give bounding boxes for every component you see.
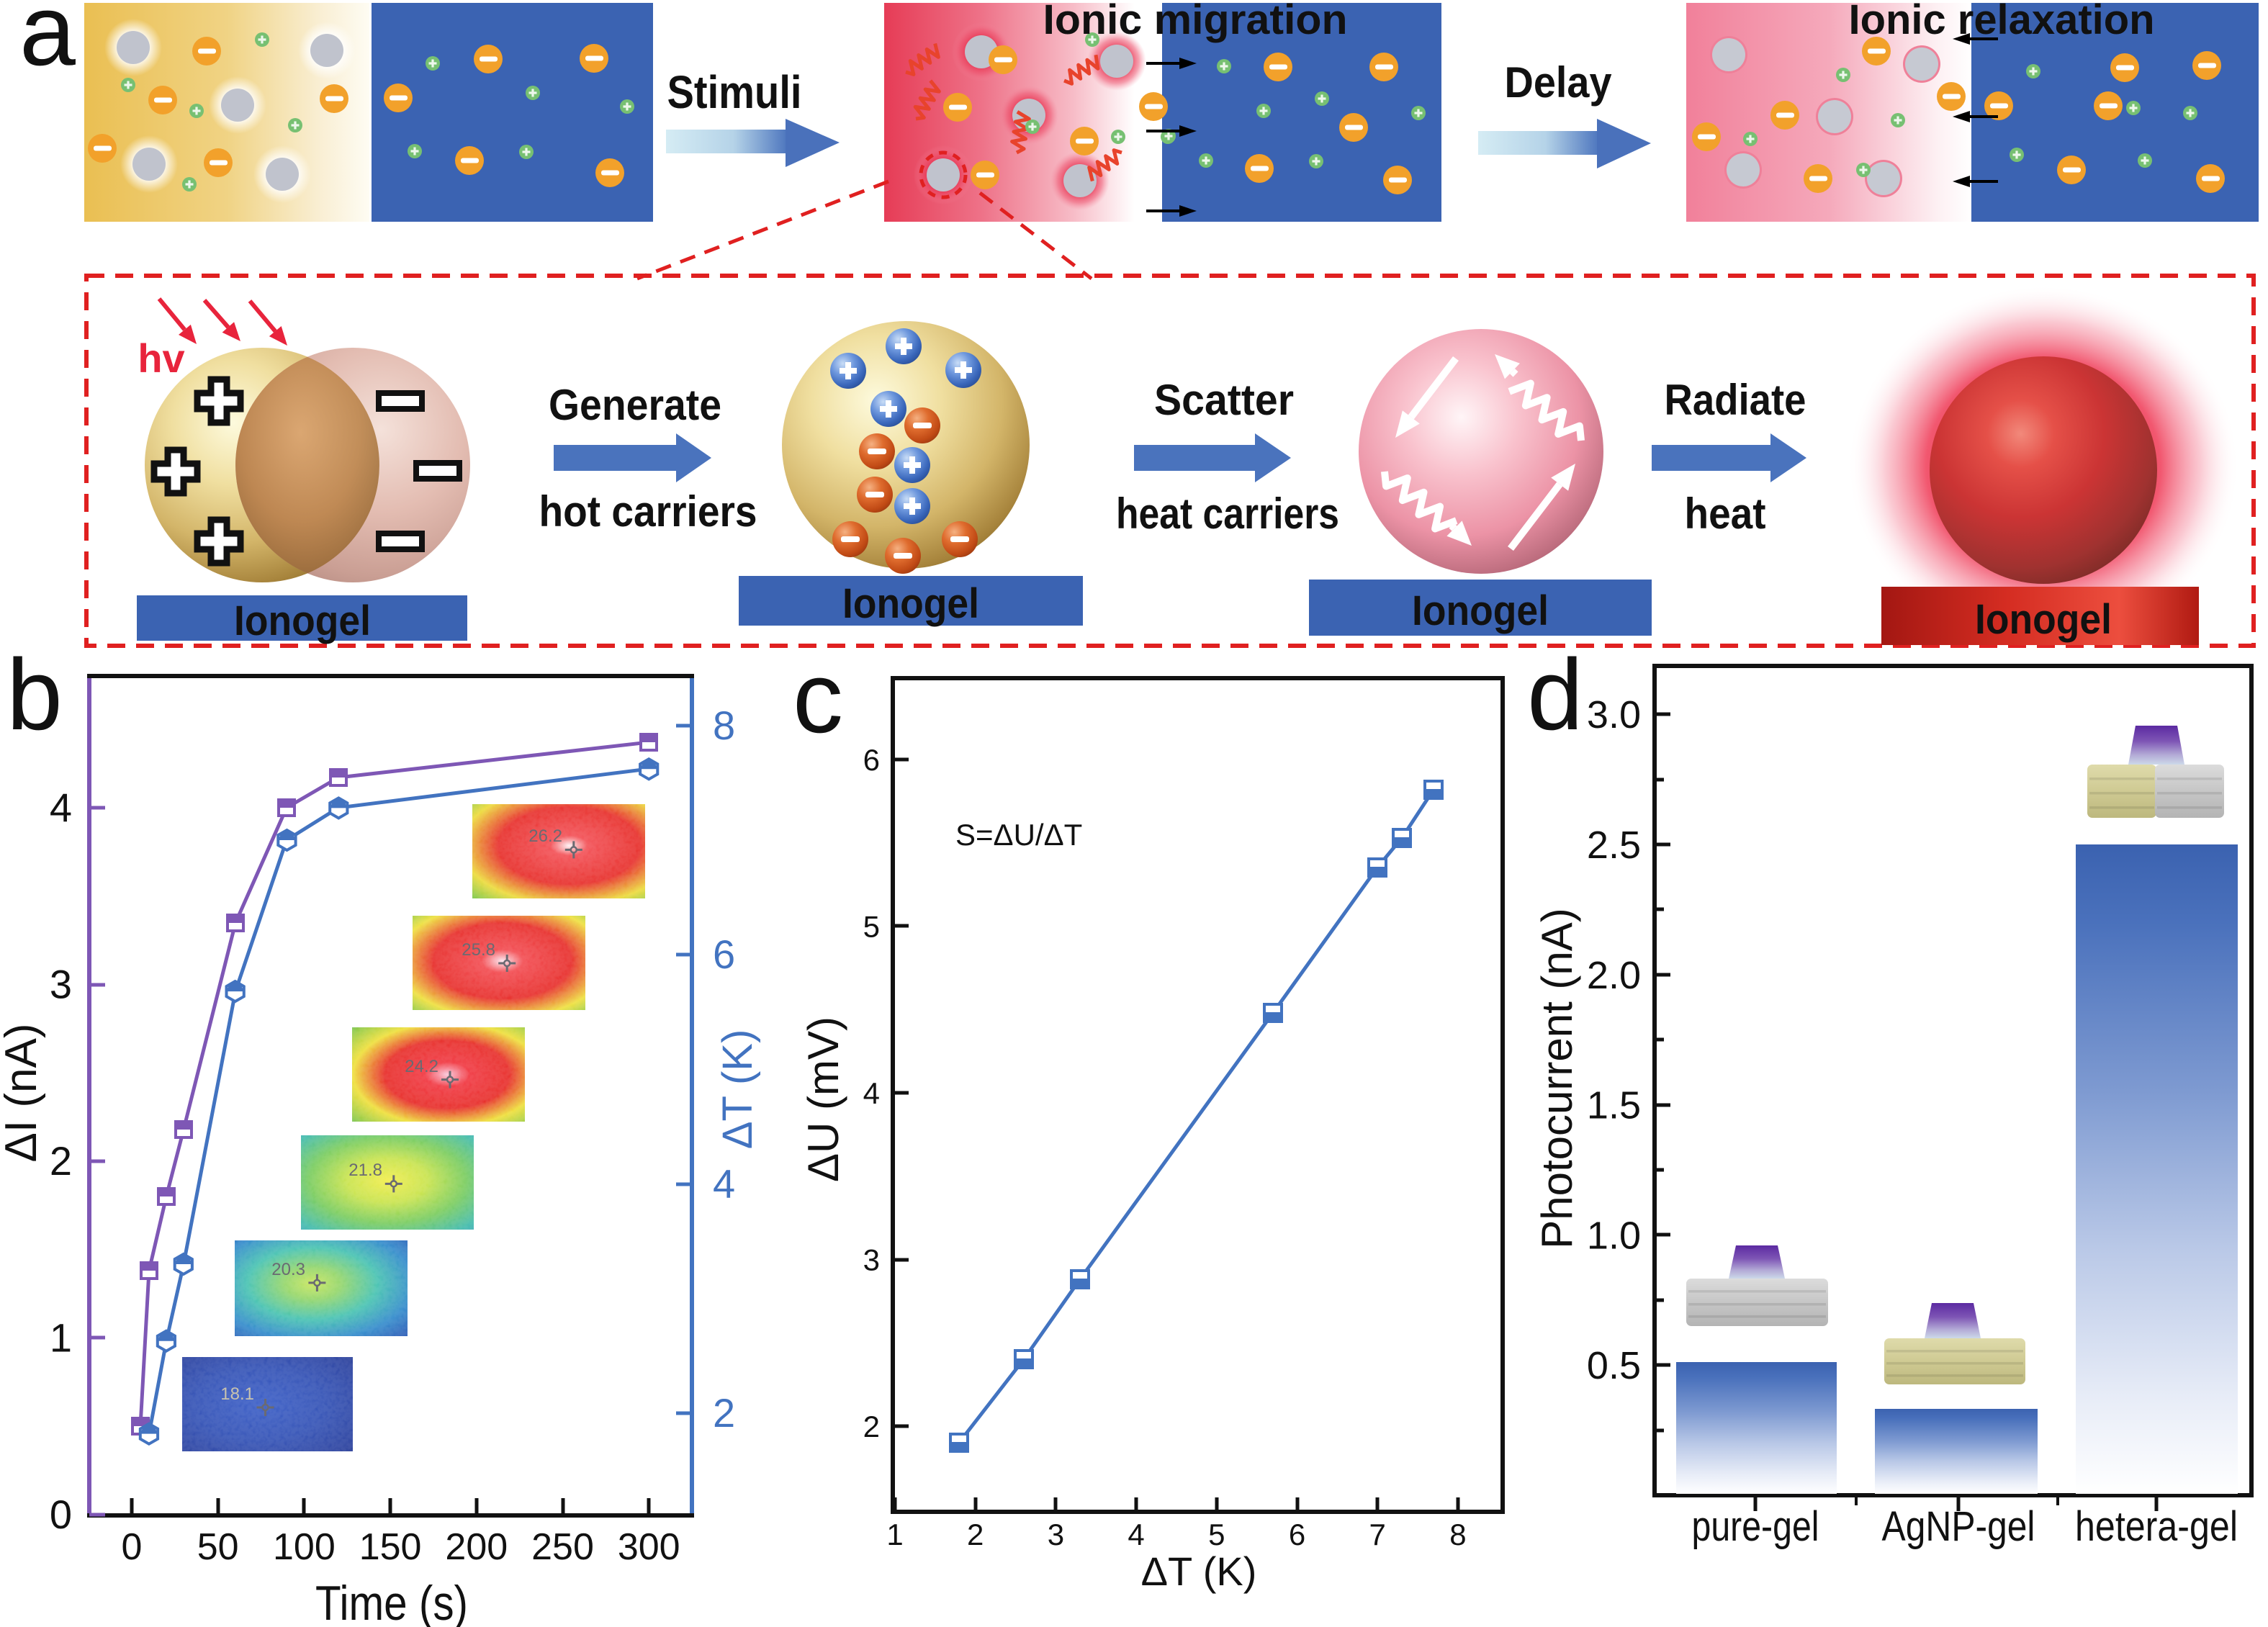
svg-text:18.1: 18.1 <box>220 1384 254 1404</box>
svg-text:8: 8 <box>713 703 735 748</box>
svg-text:5: 5 <box>1208 1518 1225 1551</box>
svg-text:b: b <box>6 638 63 751</box>
svg-text:ΔT (K): ΔT (K) <box>1141 1549 1257 1594</box>
svg-text:2: 2 <box>863 1410 880 1443</box>
svg-text:1: 1 <box>886 1518 903 1551</box>
svg-text:c: c <box>793 641 843 754</box>
svg-text:Ionogel: Ionogel <box>234 598 371 644</box>
svg-text:0: 0 <box>50 1492 72 1537</box>
svg-text:S=ΔU/ΔT: S=ΔU/ΔT <box>955 818 1082 852</box>
svg-text:24.2: 24.2 <box>405 1057 438 1076</box>
svg-text:1: 1 <box>50 1315 72 1361</box>
svg-text:ΔT (K): ΔT (K) <box>714 1029 761 1150</box>
svg-text:3: 3 <box>1048 1518 1064 1551</box>
svg-text:1.0: 1.0 <box>1587 1214 1641 1257</box>
svg-text:pure-gel: pure-gel <box>1692 1503 1819 1550</box>
svg-text:150: 150 <box>359 1526 422 1568</box>
svg-text:21.8: 21.8 <box>348 1160 382 1180</box>
svg-text:ΔI (nA): ΔI (nA) <box>0 1024 46 1163</box>
svg-text:Ionogel: Ionogel <box>1975 596 2112 643</box>
svg-text:2: 2 <box>967 1518 984 1551</box>
svg-text:d: d <box>1527 638 1583 751</box>
svg-text:Time (s): Time (s) <box>315 1576 468 1627</box>
svg-text:Scatter: Scatter <box>1154 376 1294 424</box>
svg-text:4: 4 <box>50 785 72 830</box>
svg-text:4: 4 <box>1128 1518 1144 1551</box>
svg-text:Radiate: Radiate <box>1665 376 1806 424</box>
svg-text:25.8: 25.8 <box>462 940 495 960</box>
svg-text:Ionogel: Ionogel <box>842 580 979 627</box>
svg-text:Ionic migration: Ionic migration <box>1043 0 1348 43</box>
svg-text:0.5: 0.5 <box>1587 1344 1641 1387</box>
svg-text:2.0: 2.0 <box>1587 954 1641 997</box>
svg-text:3: 3 <box>863 1243 880 1277</box>
svg-text:3.0: 3.0 <box>1587 693 1641 736</box>
svg-text:3: 3 <box>50 962 72 1007</box>
svg-text:5: 5 <box>863 910 880 944</box>
svg-text:300: 300 <box>618 1526 680 1568</box>
svg-text:hot carriers: hot carriers <box>539 487 757 536</box>
svg-text:6: 6 <box>713 932 735 977</box>
svg-text:1.5: 1.5 <box>1587 1084 1641 1127</box>
svg-text:heat: heat <box>1685 490 1766 538</box>
svg-text:26.2: 26.2 <box>528 826 562 846</box>
svg-text:heat carriers: heat carriers <box>1116 490 1339 538</box>
svg-text:6: 6 <box>1289 1518 1305 1551</box>
svg-text:hetera-gel: hetera-gel <box>2075 1503 2238 1550</box>
svg-text:250: 250 <box>531 1526 594 1568</box>
svg-text:Delay: Delay <box>1505 58 1613 107</box>
svg-text:hv: hv <box>138 335 184 381</box>
svg-text:Ionogel: Ionogel <box>1412 587 1549 634</box>
svg-text:100: 100 <box>273 1526 336 1568</box>
svg-text:0: 0 <box>122 1526 143 1568</box>
svg-text:4: 4 <box>713 1161 735 1207</box>
svg-text:200: 200 <box>445 1526 508 1568</box>
svg-text:2: 2 <box>713 1390 735 1436</box>
svg-text:ΔU (mV): ΔU (mV) <box>799 1017 847 1182</box>
svg-text:Stimuli: Stimuli <box>667 66 802 118</box>
svg-text:Ionic relaxation: Ionic relaxation <box>1849 0 2155 43</box>
svg-text:2.5: 2.5 <box>1587 824 1641 867</box>
svg-text:a: a <box>19 0 76 86</box>
svg-text:AgNP-gel: AgNP-gel <box>1882 1503 2035 1550</box>
svg-text:7: 7 <box>1369 1518 1386 1551</box>
svg-text:8: 8 <box>1449 1518 1466 1551</box>
svg-text:Photocurrent (nA): Photocurrent (nA) <box>1533 908 1581 1249</box>
svg-text:4: 4 <box>863 1076 880 1110</box>
svg-text:20.3: 20.3 <box>271 1260 305 1279</box>
svg-text:50: 50 <box>197 1526 239 1568</box>
svg-text:Generate: Generate <box>549 381 721 429</box>
svg-text:6: 6 <box>863 743 880 777</box>
svg-text:2: 2 <box>50 1138 72 1184</box>
